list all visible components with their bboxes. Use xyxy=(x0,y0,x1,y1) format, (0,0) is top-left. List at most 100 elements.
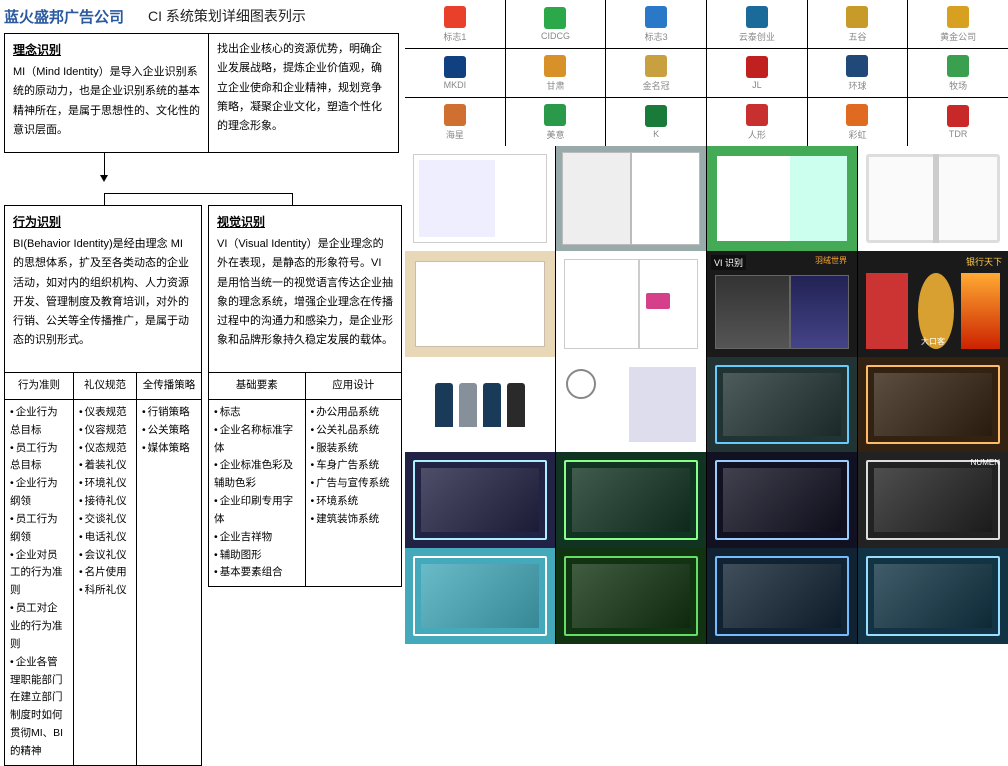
logo-caption: 标志3 xyxy=(645,30,668,43)
vi-brochure: VI 识别 羽绒世界 xyxy=(707,251,857,356)
logo-caption: 甘肃 xyxy=(546,79,564,92)
list-item: 仪容规范 xyxy=(79,422,131,440)
logo-caption: TDR xyxy=(949,129,968,139)
logo-cell: 彩虹 xyxy=(808,98,908,146)
list-item: 名片使用 xyxy=(79,564,131,582)
logo-cell: 五谷 xyxy=(808,0,908,48)
stationery-cell xyxy=(707,146,857,251)
uniform-icon xyxy=(459,383,477,427)
stationery-cell xyxy=(556,146,706,251)
list-item: 企业各管理职能部门在建立部门制度时如何贯彻MI、BI的精神 xyxy=(10,654,68,761)
booth-cell xyxy=(405,452,555,548)
logo-mark-icon xyxy=(544,55,566,77)
list-item: 企业名称标准字体 xyxy=(214,422,300,458)
logo-cell: K xyxy=(606,98,706,146)
list-item: 环境礼仪 xyxy=(79,475,131,493)
logo-mark-icon xyxy=(544,7,566,29)
list-item: 交谈礼仪 xyxy=(79,511,131,529)
bi-table: 行为准则 礼仪规范 全传播策略 企业行为总目标员工行为总目标企业行为纲领员工行为… xyxy=(4,372,202,766)
list-item: 企业吉祥物 xyxy=(214,529,300,547)
logo-cell: 黄金公司 xyxy=(908,0,1008,48)
uniform-cell xyxy=(405,357,555,453)
list-item: 公关礼品系统 xyxy=(311,422,397,440)
logo-mark-icon xyxy=(746,104,768,126)
list-item: 仪表规范 xyxy=(79,404,131,422)
logo-caption: 美意 xyxy=(546,128,564,141)
logo-caption: CIDCG xyxy=(541,31,570,41)
booth-cell xyxy=(707,357,857,453)
stationery-cell xyxy=(405,146,555,251)
list-item: 接待礼仪 xyxy=(79,493,131,511)
bi-col2: 仪表规范仪容规范仪态规范着装礼仪环境礼仪接待礼仪交谈礼仪电话礼仪会议礼仪名片使用… xyxy=(79,404,131,600)
list-item: 员工对企业的行为准则 xyxy=(10,600,68,654)
gallery-panel: 标志1CIDCG标志3云泰创业五谷黄金公司MKDI甘肃金名冠JL环球牧场海星美意… xyxy=(405,0,1008,644)
list-item: 着装礼仪 xyxy=(79,457,131,475)
bi-body: BI(Behavior Identity)是经由理念 MI 的思想体系，扩及至各… xyxy=(13,235,193,351)
logo-cell: 环球 xyxy=(808,49,908,97)
logo-mark-icon xyxy=(444,6,466,28)
logo-cell: TDR xyxy=(908,98,1008,146)
logo-caption: 人形 xyxy=(748,128,766,141)
logo-caption: 牧场 xyxy=(949,79,967,92)
bi-th-2: 礼仪规范 xyxy=(73,373,136,400)
list-item: 服装系统 xyxy=(311,440,397,458)
logo-mark-icon xyxy=(746,56,768,78)
list-item: 企业印刷专用字体 xyxy=(214,493,300,529)
logo-mark-icon xyxy=(645,105,667,127)
bi-th-3: 全传播策略 xyxy=(136,373,201,400)
logo-mark-icon xyxy=(444,104,466,126)
list-item: 公关策略 xyxy=(142,422,196,440)
logo-cell: 标志1 xyxy=(405,0,505,48)
vi-box: 视觉识别 VI（Visual Identity）是企业理念的外在表现，是静态的形… xyxy=(208,205,402,373)
vi-body: VI（Visual Identity）是企业理念的外在表现，是静态的形象符号。V… xyxy=(217,235,393,351)
vi-th-1: 基础要素 xyxy=(209,373,306,400)
list-item: 建筑装饰系统 xyxy=(311,511,397,529)
logo-caption: 海星 xyxy=(446,128,464,141)
list-item: 科所礼仪 xyxy=(79,582,131,600)
company-name: 蓝火盛邦广告公司 xyxy=(4,6,124,27)
logo-cell: JL xyxy=(707,49,807,97)
list-item: 行销策略 xyxy=(142,404,196,422)
list-item: 员工行为纲领 xyxy=(10,511,68,547)
logo-cell: MKDI xyxy=(405,49,505,97)
uniform-icon xyxy=(483,383,501,427)
logo-mark-icon xyxy=(947,105,969,127)
logo-cell: 美意 xyxy=(506,98,606,146)
logo-cell: 标志3 xyxy=(606,0,706,48)
bi-heading: 行为识别 xyxy=(13,212,193,233)
bi-col3: 行销策略公关策略媒体策略 xyxy=(142,404,196,458)
bi-th-1: 行为准则 xyxy=(5,373,74,400)
goal-body: 找出企业核心的资源优势，明确企业发展战略，提炼企业价值观，确立企业使命和企业精神… xyxy=(217,40,390,136)
logo-caption: 标志1 xyxy=(443,30,466,43)
logo-mark-icon xyxy=(947,6,969,28)
logo-grid: 标志1CIDCG标志3云泰创业五谷黄金公司MKDI甘肃金名冠JL环球牧场海星美意… xyxy=(405,0,1008,146)
logo-mark-icon xyxy=(947,55,969,77)
mi-box: 理念识别 MI（Mind Identity）是导入企业识别系统的原动力，也是企业… xyxy=(4,33,209,153)
binder-cell xyxy=(858,146,1008,251)
folder-cell xyxy=(556,251,706,356)
product-cell xyxy=(556,357,706,453)
vi-heading: 视觉识别 xyxy=(217,212,393,233)
list-item: 环境系统 xyxy=(311,493,397,511)
logo-caption: 环球 xyxy=(848,79,866,92)
vi-th-2: 应用设计 xyxy=(305,373,402,400)
logo-mark-icon xyxy=(645,6,667,28)
logo-mark-icon xyxy=(846,104,868,126)
logo-caption: MKDI xyxy=(444,80,467,90)
logo-cell: CIDCG xyxy=(506,0,606,48)
list-item: 办公用品系统 xyxy=(311,404,397,422)
arrow-down-icon xyxy=(100,175,108,182)
list-item: 辅助图形 xyxy=(214,547,300,565)
logo-caption: 彩虹 xyxy=(848,128,866,141)
list-item: 仪态规范 xyxy=(79,440,131,458)
vi-col2: 办公用品系统公关礼品系统服装系统车身广告系统广告与宣传系统环境系统建筑装饰系统 xyxy=(311,404,397,529)
logo-mark-icon xyxy=(544,104,566,126)
logo-cell: 甘肃 xyxy=(506,49,606,97)
ci-diagram-panel: 蓝火盛邦广告公司 CI 系统策划详细图表列示 理念识别 MI（Mind Iden… xyxy=(0,0,405,644)
list-item: 企业对员工的行为准则 xyxy=(10,547,68,601)
logo-cell: 云泰创业 xyxy=(707,0,807,48)
booth-cell xyxy=(707,452,857,548)
goal-box: 找出企业核心的资源优势，明确企业发展战略，提炼企业价值观，确立企业使命和企业精神… xyxy=(209,33,399,153)
booth-cell xyxy=(858,548,1008,644)
logo-cell: 人形 xyxy=(707,98,807,146)
